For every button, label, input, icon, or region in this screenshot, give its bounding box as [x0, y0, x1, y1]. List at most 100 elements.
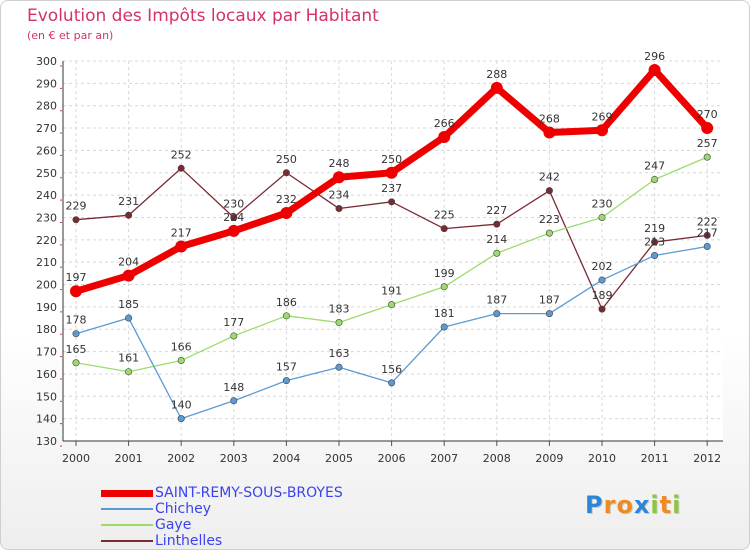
series-lines	[70, 63, 714, 423]
data-label-chichey: 187	[539, 294, 560, 307]
data-point-saint-remy-sous-broyes	[596, 124, 608, 137]
data-label-linthelles: 229	[66, 200, 87, 213]
data-label-gaye: 161	[118, 352, 139, 365]
y-tick-label: 170	[36, 346, 57, 359]
x-tick-label: 2010	[588, 452, 616, 465]
y-tick-label: 190	[36, 301, 57, 314]
data-point-linthelles	[703, 231, 711, 239]
data-label-linthelles: 242	[539, 171, 560, 184]
data-point-gaye	[125, 368, 133, 376]
data-label-linthelles: 189	[592, 289, 613, 302]
data-label-gaye: 214	[486, 233, 507, 246]
data-label-chichey: 181	[434, 307, 455, 320]
y-tick-label: 300	[36, 55, 57, 68]
x-tick-label: 2005	[325, 452, 353, 465]
x-tick-label: 2003	[220, 452, 248, 465]
data-point-linthelles	[230, 213, 238, 221]
data-label-saint-remy-sous-broyes: 224	[223, 211, 244, 224]
data-label-gaye: 183	[329, 303, 350, 316]
data-label-linthelles: 252	[171, 148, 192, 161]
data-label-linthelles: 227	[486, 204, 507, 217]
data-point-saint-remy-sous-broyes	[280, 207, 293, 219]
data-point-linthelles	[125, 211, 133, 219]
data-label-gaye: 247	[644, 159, 665, 172]
x-tick-label: 2007	[430, 452, 458, 465]
data-label-linthelles: 237	[381, 182, 402, 195]
data-point-chichey	[125, 314, 133, 322]
legend-label: Gaye	[155, 517, 192, 533]
data-label-linthelles: 234	[329, 189, 350, 202]
x-tick-label: 2008	[483, 452, 511, 465]
data-label-chichey: 213	[644, 235, 665, 248]
data-label-gaye: 230	[592, 197, 613, 210]
logo-letter: t	[659, 491, 673, 519]
data-point-gaye	[177, 357, 185, 365]
data-labels: 229 231 252 230 250 234 237 225 227 242 189 219 222 1…	[66, 50, 718, 412]
data-point-gaye	[72, 359, 80, 367]
data-point-gaye	[545, 229, 553, 237]
legend-label: Linthelles	[155, 533, 223, 549]
data-label-chichey: 217	[697, 227, 718, 240]
data-label-saint-remy-sous-broyes: 232	[276, 193, 297, 206]
x-tick-label: 2004	[272, 452, 300, 465]
data-point-saint-remy-sous-broyes	[543, 126, 556, 139]
data-point-linthelles	[282, 169, 290, 177]
legend-swatch	[101, 489, 153, 497]
data-point-linthelles	[335, 205, 343, 213]
y-tick-label: 210	[36, 256, 57, 269]
data-point-chichey	[282, 377, 290, 385]
x-tick-label: 2011	[641, 452, 669, 465]
data-point-saint-remy-sous-broyes	[648, 63, 661, 76]
data-point-chichey	[545, 310, 553, 318]
x-tick-label: 2000	[62, 452, 90, 465]
data-label-gaye: 257	[697, 137, 718, 150]
data-point-saint-remy-sous-broyes	[227, 224, 240, 237]
data-label-chichey: 156	[381, 363, 402, 376]
data-point-gaye	[598, 213, 606, 221]
data-label-linthelles: 222	[697, 215, 718, 228]
x-tick-label: 2009	[535, 452, 563, 465]
data-point-linthelles	[493, 220, 501, 228]
data-point-saint-remy-sous-broyes	[70, 285, 82, 298]
data-label-saint-remy-sous-broyes: 217	[171, 227, 192, 240]
data-label-gaye: 166	[171, 341, 192, 354]
data-label-linthelles: 250	[276, 153, 297, 166]
y-tick-label: 230	[36, 211, 57, 224]
data-point-saint-remy-sous-broyes	[385, 166, 398, 179]
data-label-saint-remy-sous-broyes: 270	[697, 108, 718, 121]
chart-subtitle: (en € et par an)	[27, 29, 114, 42]
proxiti-logo: Proxiti	[585, 491, 681, 519]
x-tick-label: 2001	[115, 452, 143, 465]
data-label-chichey: 178	[66, 314, 87, 327]
data-point-gaye	[440, 283, 448, 291]
data-point-chichey	[651, 251, 659, 259]
data-point-chichey	[598, 276, 606, 284]
y-tick-label: 160	[36, 368, 57, 381]
data-label-chichey: 187	[486, 294, 507, 307]
logo-letter: x	[633, 491, 651, 519]
data-point-chichey	[440, 323, 448, 331]
legend-label: Chichey	[155, 501, 212, 517]
data-label-saint-remy-sous-broyes: 248	[329, 157, 350, 170]
data-label-saint-remy-sous-broyes: 296	[644, 50, 665, 63]
data-point-linthelles	[177, 164, 185, 172]
data-label-chichey: 163	[329, 347, 350, 360]
chart-title: Evolution des Impôts locaux par Habitant	[27, 6, 379, 26]
data-point-chichey	[703, 243, 711, 251]
data-label-chichey: 202	[592, 260, 613, 273]
y-tick-label: 220	[36, 234, 57, 247]
data-label-saint-remy-sous-broyes: 197	[66, 271, 87, 284]
data-point-gaye	[388, 301, 396, 309]
data-point-gaye	[493, 249, 501, 257]
data-label-linthelles: 230	[223, 197, 244, 210]
y-tick-label: 180	[36, 323, 57, 336]
data-label-gaye: 177	[223, 316, 244, 329]
y-tick-label: 200	[36, 279, 57, 292]
data-point-saint-remy-sous-broyes	[333, 171, 345, 184]
logo-letter: P	[585, 491, 604, 519]
data-point-linthelles	[545, 187, 553, 195]
y-tick-label: 250	[36, 167, 57, 180]
data-point-chichey	[335, 363, 343, 371]
data-point-linthelles	[651, 238, 659, 246]
